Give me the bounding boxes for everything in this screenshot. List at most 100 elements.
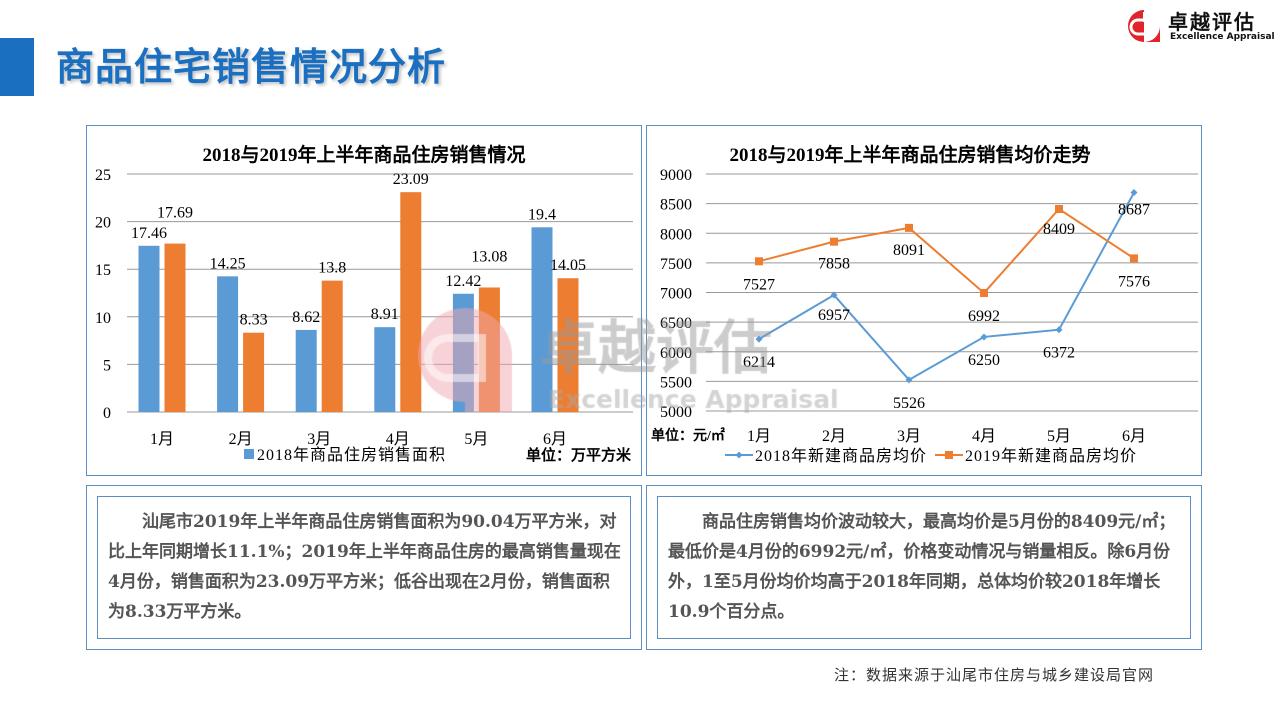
price-summary-box: 商品住房销售均价波动较大，最高均价是5月份的8409元/㎡；最低价是4月份的69… [646, 485, 1202, 650]
data-label: 13.8 [318, 260, 346, 277]
y-tick-label: 8000 [660, 226, 692, 243]
chart-title: 2018与2019年上半年商品住房销售均价走势 [729, 143, 1090, 166]
area-summary-text: 汕尾市2019年上半年商品住房销售面积为90.04万平方米，对比上年同期增长11… [97, 496, 631, 639]
bar-chart: 2018与2019年上半年商品住房销售情况 0 5 10 15 20 25 17.46 17.6… [95, 143, 633, 464]
y-tick-label: 8500 [660, 197, 692, 214]
data-label: 19.4 [528, 206, 556, 223]
x-tick-label: 3月 [897, 428, 921, 445]
data-point [755, 257, 763, 266]
data-label: 8.91 [371, 306, 399, 323]
data-label: 14.25 [210, 255, 246, 272]
logo-text-en: Excellence Appraisal [1170, 32, 1275, 42]
unit-label: 单位：万平方米 [526, 446, 632, 464]
y-tick-label: 25 [95, 167, 111, 184]
y-tick-label: 5000 [660, 404, 692, 421]
x-tick-label: 5月 [1047, 428, 1071, 445]
bar-chart-panel: 2018与2019年上半年商品住房销售情况 0 5 10 15 20 25 17.46 17.6… [86, 125, 642, 476]
data-point [1055, 326, 1063, 334]
data-label: 8687 [1118, 202, 1150, 219]
legend-swatch-2018 [244, 449, 254, 459]
y-tick-label: 5500 [660, 374, 692, 391]
bar-2019 [557, 278, 579, 412]
data-label: 6372 [1043, 345, 1075, 362]
data-label: 6214 [743, 354, 775, 371]
x-tick-label: 6月 [1122, 428, 1146, 445]
bar-2019 [400, 192, 422, 412]
price-summary-text: 商品住房销售均价波动较大，最高均价是5月份的8409元/㎡；最低价是4月份的69… [657, 496, 1191, 639]
data-label: 17.46 [131, 225, 167, 242]
data-label: 23.09 [393, 171, 429, 188]
legend-label-2018: 2018年商品住房销售面积 [257, 446, 446, 464]
data-point [1130, 189, 1138, 197]
y-tick-label: 5 [103, 357, 111, 374]
data-label: 6992 [968, 308, 1000, 325]
y-tick-label: 20 [95, 215, 111, 232]
y-tick-label: 6000 [660, 345, 692, 362]
x-tick-label: 2月 [229, 431, 253, 448]
area-summary-box: 汕尾市2019年上半年商品住房销售面积为90.04万平方米，对比上年同期增长11… [86, 485, 642, 650]
bar-2018 [374, 327, 396, 412]
y-tick-label: 6500 [660, 315, 692, 332]
legend-label-2018: 2018年新建商品房均价 [755, 447, 927, 465]
bar-2019 [164, 243, 186, 412]
data-source-note: 注：数据来源于汕尾市住房与城乡建设局官网 [834, 666, 1155, 684]
x-tick-label: 6月 [543, 431, 567, 448]
data-label: 6250 [968, 352, 1000, 369]
y-tick-label: 7500 [660, 256, 692, 273]
data-label: 8.33 [240, 312, 268, 329]
legend-marker-2019 [945, 451, 953, 459]
chart-title: 2018与2019年上半年商品住房销售情况 [202, 143, 525, 166]
data-label: 12.42 [445, 273, 481, 290]
unit-label: 单位：元/㎡ [651, 427, 725, 444]
y-tick-label: 15 [95, 262, 111, 279]
data-point [1055, 205, 1063, 214]
x-tick-label: 2月 [822, 428, 846, 445]
y-tick-label: 9000 [660, 167, 692, 184]
y-tick-label: 7000 [660, 286, 692, 303]
data-point [905, 376, 913, 384]
bar-2018 [295, 329, 317, 412]
data-label: 13.08 [471, 248, 507, 265]
bar-2019 [478, 287, 500, 412]
bar-2018 [531, 227, 553, 412]
data-point [905, 223, 913, 232]
data-label: 8409 [1043, 221, 1075, 238]
x-tick-label: 1月 [747, 428, 771, 445]
data-label: 7576 [1118, 273, 1150, 290]
bar-2019 [321, 280, 343, 412]
data-point [1130, 254, 1138, 263]
y-tick-label: 10 [95, 310, 111, 327]
legend-marker-2018 [735, 451, 743, 459]
page-title: 商品住宅销售情况分析 [56, 45, 447, 89]
data-label: 14.05 [550, 257, 586, 274]
bar-2018 [452, 293, 474, 412]
data-label: 7527 [743, 276, 775, 293]
y-tick-label: 0 [103, 405, 111, 422]
bar-2019 [243, 332, 265, 412]
logo-mark-icon [1128, 10, 1160, 42]
data-point [980, 288, 988, 297]
bar-2018 [217, 276, 239, 412]
x-tick-label: 3月 [307, 431, 331, 448]
data-point [830, 291, 838, 299]
line-chart-panel: 2018与2019年上半年商品住房销售均价走势 5000 5500 6000 6500 7… [646, 125, 1202, 476]
data-label: 8.62 [292, 309, 320, 326]
data-label: 7858 [818, 256, 850, 273]
line-chart: 2018与2019年上半年商品住房销售均价走势 5000 5500 6000 6500 7… [651, 143, 1198, 465]
data-label: 6957 [818, 307, 850, 324]
data-point [980, 333, 988, 341]
series-line-2019 [758, 207, 1135, 295]
logo-text-cn: 卓越评估 [1168, 10, 1256, 34]
data-label: 5526 [893, 395, 925, 412]
x-tick-label: 5月 [464, 431, 488, 448]
data-label: 17.69 [157, 205, 193, 222]
data-label: 8091 [893, 242, 925, 259]
bar-2018 [138, 245, 160, 412]
data-point [830, 237, 838, 246]
title-accent-bar [0, 38, 34, 96]
x-tick-label: 4月 [972, 428, 996, 445]
company-logo: 卓越评估 Excellence Appraisal [1126, 6, 1276, 46]
legend-label-2019: 2019年新建商品房均价 [965, 447, 1137, 465]
x-tick-label: 1月 [150, 431, 174, 448]
